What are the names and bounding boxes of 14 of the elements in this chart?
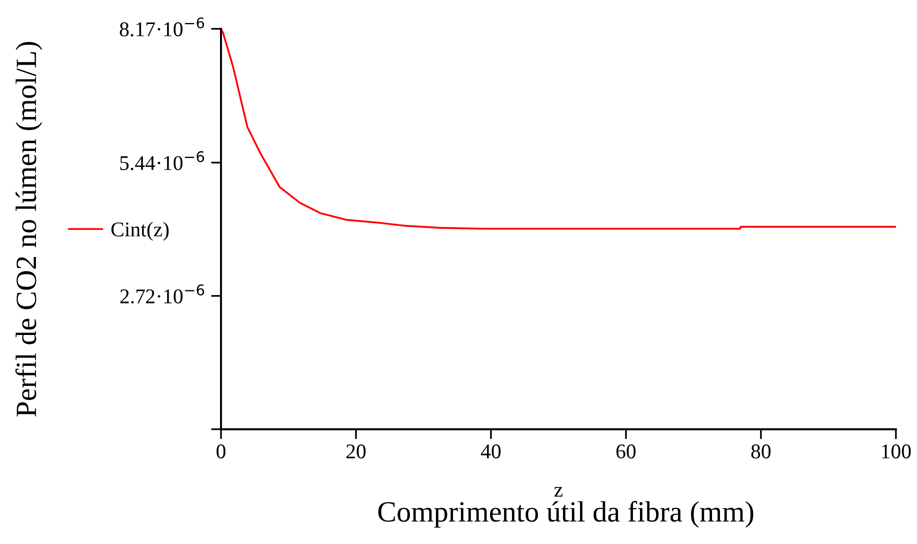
legend-label: Cint(z) [111, 222, 169, 241]
x-tick-label: 80 [751, 444, 771, 458]
x-tick-label: 20 [346, 444, 366, 458]
x-tick-label: 60 [616, 444, 636, 458]
y-tick-label: 5.44·10$^{−6}$ [120, 151, 204, 170]
x-axis-title: z [554, 487, 562, 497]
x-tick-label: 40 [480, 444, 501, 458]
y-tick-label: 2.72·10$^{−6}$ [120, 284, 204, 304]
text: Comprimento útil da fibra (mm) [378, 500, 754, 528]
y-axis-title: Perfil de CO2 no lúmen (mol/L) [15, 42, 42, 417]
x-tick-label: 0 [216, 444, 226, 458]
y-tick-label: 8.17·10$^{−6}$ [120, 17, 204, 36]
x-tick-label: 100 [882, 444, 911, 458]
line-series [220, 28, 896, 230]
